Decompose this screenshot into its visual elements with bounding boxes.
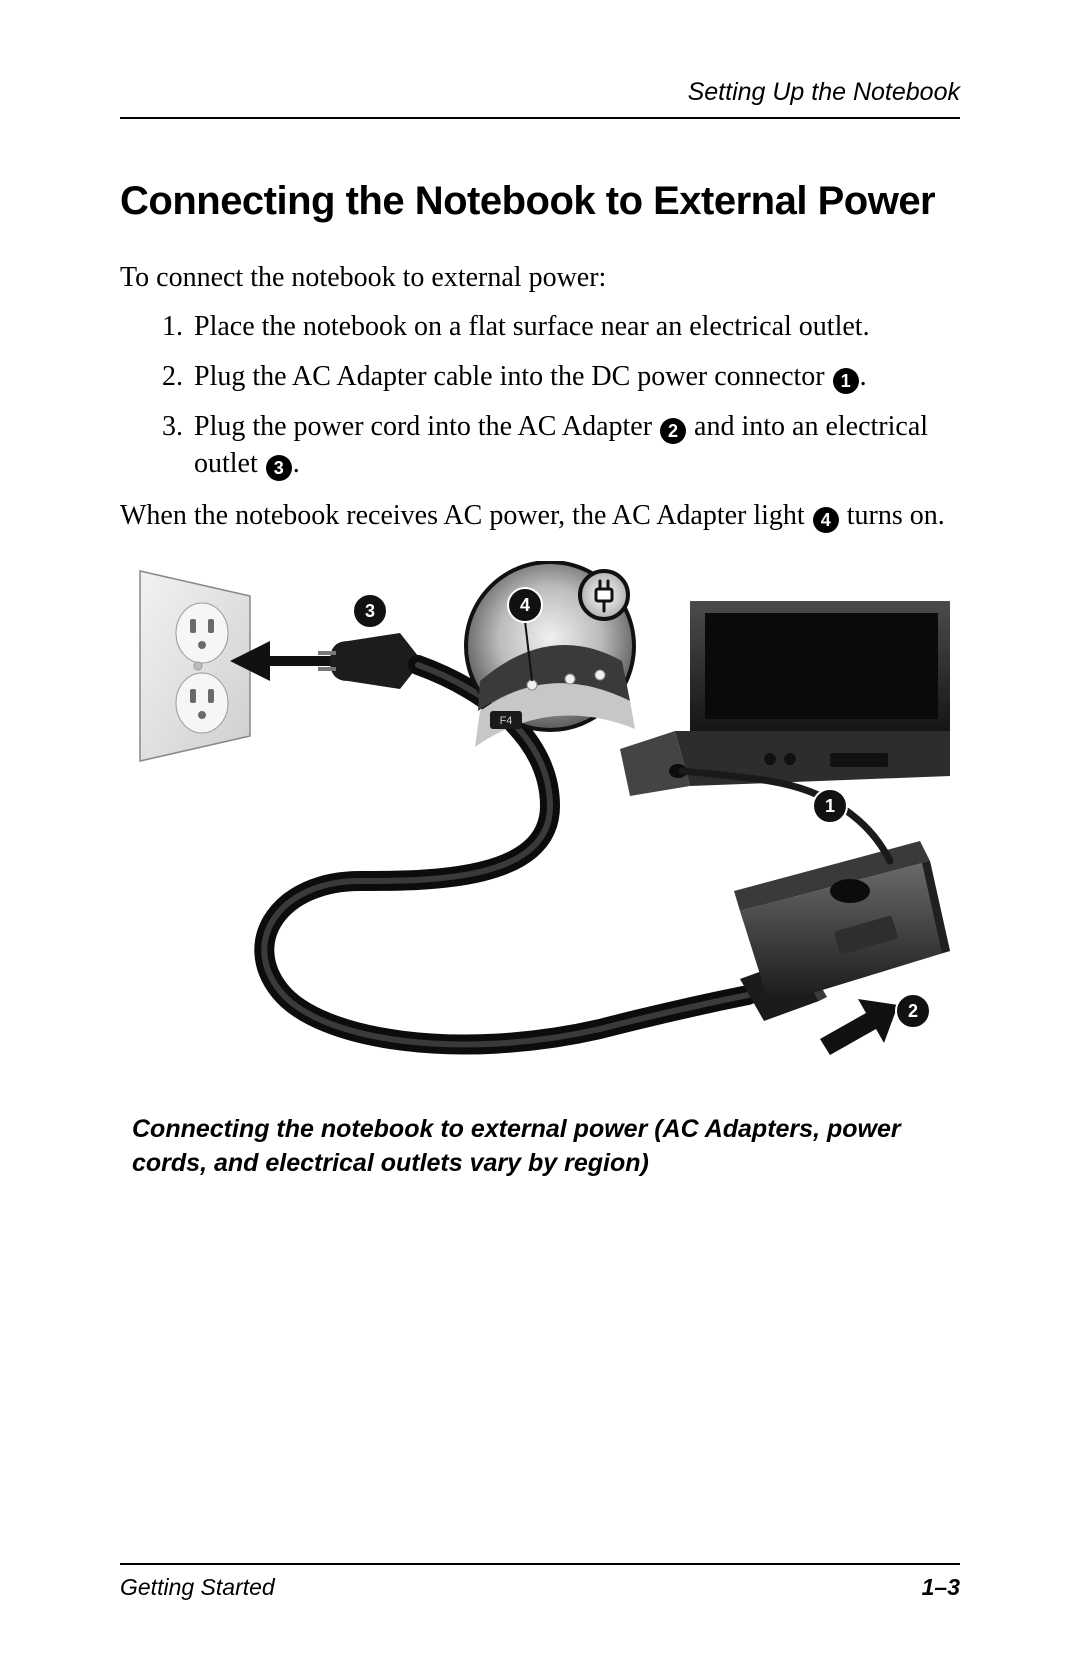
page-title: Connecting the Notebook to External Powe… [120, 179, 960, 224]
svg-text:F4: F4 [500, 715, 513, 727]
callout-ref-1-icon: 1 [833, 368, 859, 394]
footer-left: Getting Started [120, 1574, 275, 1601]
page-section-header: Setting Up the Notebook [120, 78, 960, 119]
step-1: Place the notebook on a flat surface nea… [190, 308, 960, 346]
laptop-icon [620, 601, 950, 796]
step-3-text-c: . [293, 448, 300, 479]
intro-text: To connect the notebook to external powe… [120, 262, 960, 294]
power-plug-icon [318, 633, 422, 689]
result-text: When the notebook receives AC power, the… [120, 497, 960, 535]
svg-text:4: 4 [520, 595, 530, 615]
result-text-a: When the notebook receives AC power, the… [120, 500, 812, 531]
arrow-into-adapter-icon [820, 999, 898, 1055]
ac-adapter-icon [734, 841, 950, 1006]
step-2-text-a: Plug the AC Adapter cable into the DC po… [194, 361, 832, 392]
callout-2: 2 [896, 994, 930, 1028]
svg-text:1: 1 [825, 796, 835, 816]
callout-3: 3 [353, 594, 387, 628]
callout-ref-2-icon: 2 [660, 418, 686, 444]
callout-ref-4-icon: 4 [813, 507, 839, 533]
step-2-text-b: . [860, 361, 867, 392]
footer-page-number: 1–3 [922, 1574, 960, 1601]
power-connection-diagram: F4 1 2 3 4 [130, 561, 950, 1091]
step-2: Plug the AC Adapter cable into the DC po… [190, 358, 960, 396]
callout-4: 4 [508, 588, 542, 622]
wall-outlet-icon [140, 571, 250, 761]
result-text-b: turns on. [840, 500, 945, 531]
diagram-svg: F4 1 2 3 4 [130, 561, 950, 1091]
svg-text:3: 3 [365, 601, 375, 621]
step-3-text-a: Plug the power cord into the AC Adapter [194, 411, 659, 442]
page-footer: Getting Started 1–3 [120, 1563, 960, 1601]
inset-magnifier-icon: F4 [466, 562, 635, 747]
step-3: Plug the power cord into the AC Adapter … [190, 408, 960, 484]
steps-list: Place the notebook on a flat surface nea… [190, 308, 960, 483]
figure-caption: Connecting the notebook to external powe… [132, 1113, 948, 1181]
svg-text:2: 2 [908, 1001, 918, 1021]
callout-ref-3-icon: 3 [266, 455, 292, 481]
callout-1: 1 [813, 789, 847, 823]
